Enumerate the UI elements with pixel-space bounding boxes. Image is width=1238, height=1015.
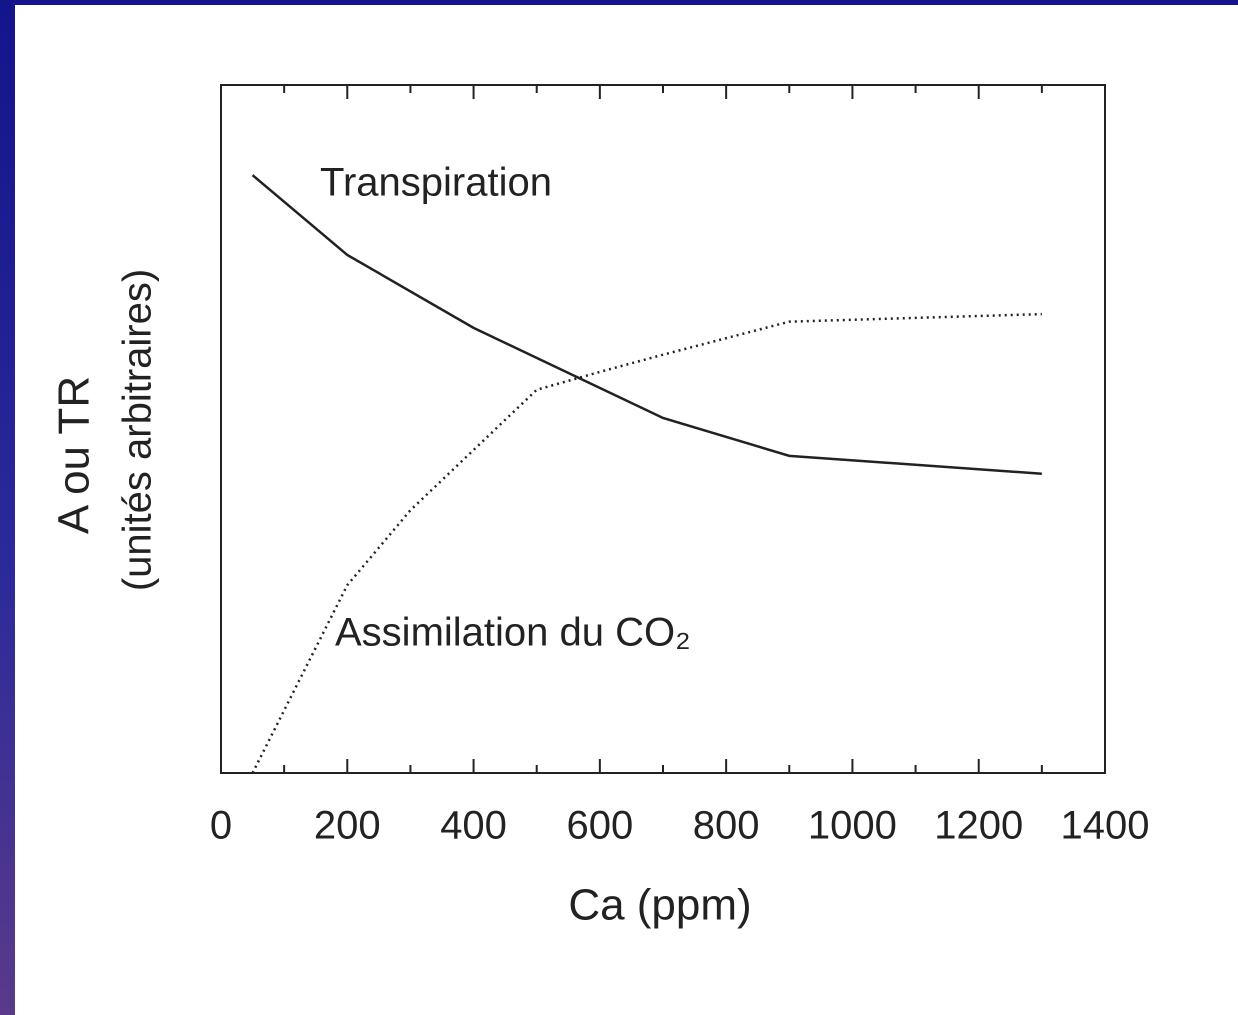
x-tick-label: 200 [314,804,381,848]
series-label: Assimilation du CO₂ [335,611,691,655]
x-tick-label: 1200 [934,804,1023,848]
x-axis-label: Ca (ppm) [568,881,751,930]
x-tick-label: 800 [693,804,760,848]
y-axis-label: (unités arbitraires) [116,269,160,591]
x-tick-label: 400 [440,804,507,848]
x-tick-label: 600 [566,804,633,848]
slide-background [15,5,1238,1015]
y-axis-label: A ou TR [50,376,99,534]
chart: 0 200 400 600 800 1000 1200 1400 Transpiration As… [210,84,1150,848]
series-label: Transpiration [320,161,552,205]
x-tick-label: 1400 [1061,804,1150,848]
x-tick-label: 1000 [808,804,897,848]
x-tick-label: 0 [210,804,232,848]
line-series [251,174,1042,475]
